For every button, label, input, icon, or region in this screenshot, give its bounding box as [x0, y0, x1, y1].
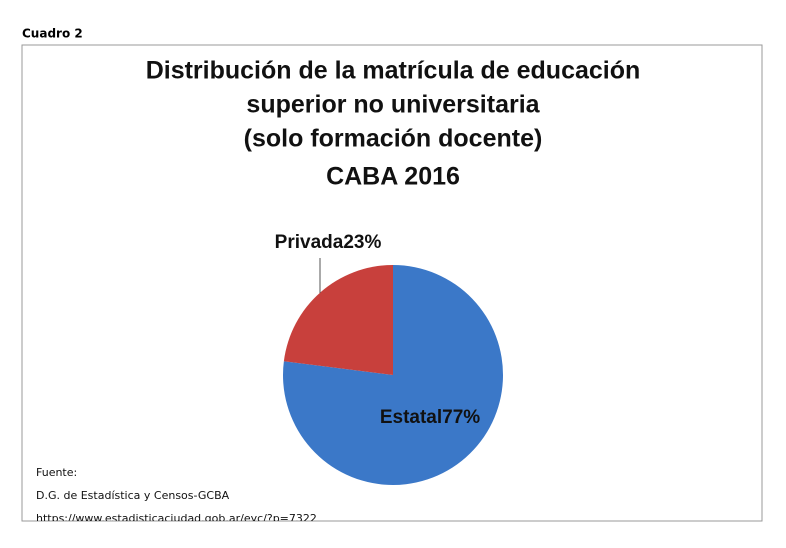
slice-label: Estatal77%: [380, 407, 480, 428]
slice-label-value: 23%: [343, 232, 381, 253]
chart-title: CABA 2016: [326, 163, 460, 191]
header: Cuadro 2: [22, 27, 83, 41]
chart-title: Distribución de la matrícula de educació…: [146, 57, 641, 85]
slice-label-value: 77%: [442, 407, 480, 428]
slice-label: Privada23%: [275, 232, 382, 253]
source-text: https://www.estadisticaciudad.gob.ar/eyc…: [36, 512, 317, 525]
slice-label-name: Privada: [275, 232, 344, 253]
pie-slice: [283, 265, 393, 375]
chart-title: superior no universitaria: [246, 91, 540, 119]
chart-title: (solo formación docente): [244, 125, 543, 153]
source-text: Fuente:: [36, 466, 77, 479]
slice-label-name: Estatal: [380, 407, 442, 428]
plot-area: Distribución de la matrícula de educació…: [36, 57, 641, 525]
source-text: D.G. de Estadística y Censos-GCBA: [36, 489, 230, 502]
